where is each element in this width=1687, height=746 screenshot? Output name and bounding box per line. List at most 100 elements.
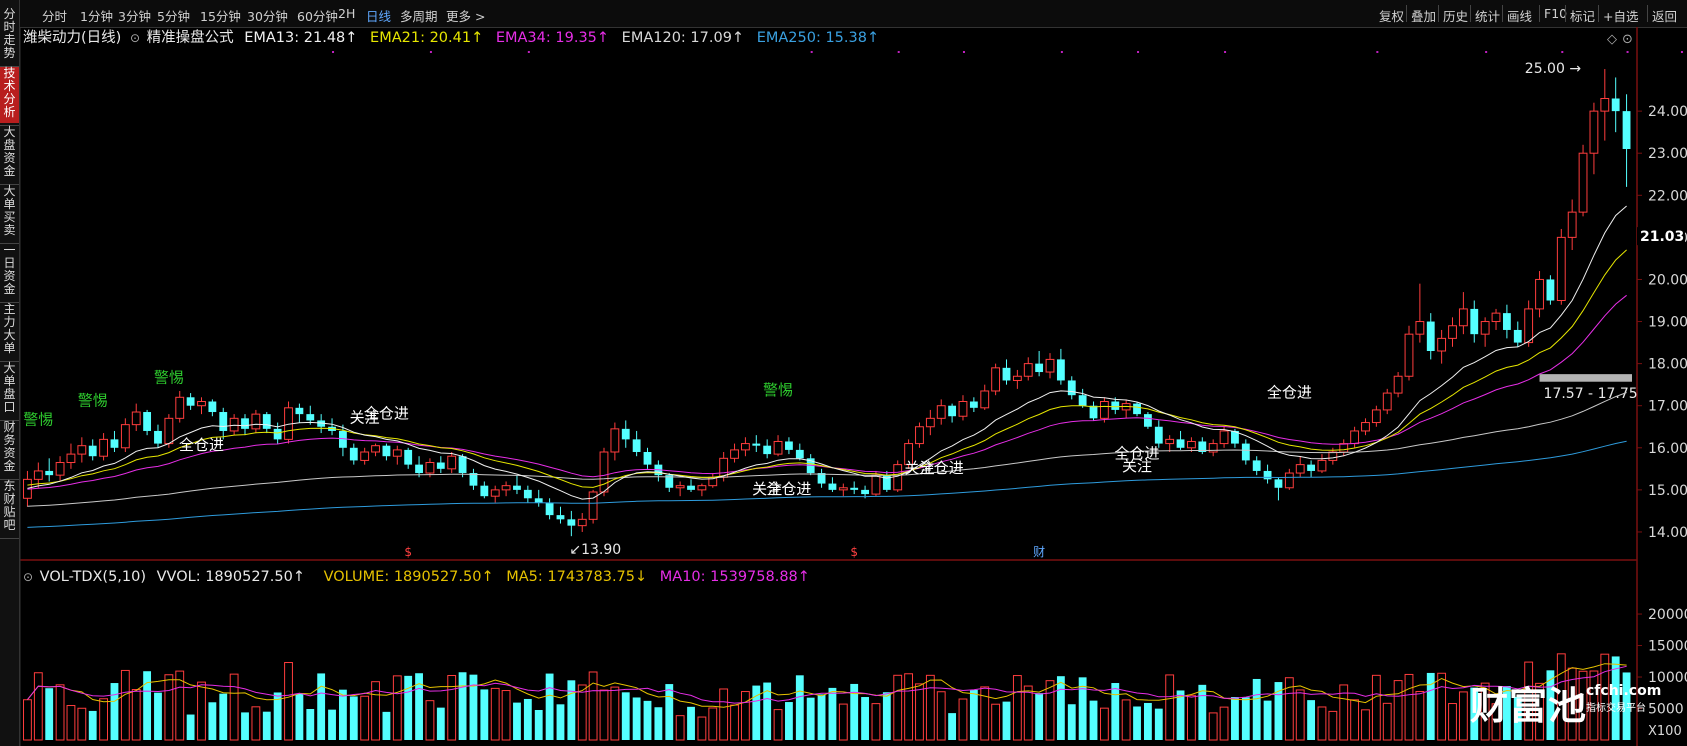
candle-body-up bbox=[1393, 375, 1403, 394]
volume-bar-down bbox=[1089, 700, 1098, 740]
toolbar-period-5[interactable]: 30分钟 bbox=[247, 9, 288, 24]
volume-bar-up bbox=[1480, 682, 1490, 741]
toolbar-period-6[interactable]: 60分钟 bbox=[297, 9, 338, 24]
candle-body-down bbox=[948, 405, 957, 417]
volume-bar-up bbox=[904, 673, 914, 741]
toolbar-action-0[interactable]: 复权 bbox=[1379, 9, 1405, 24]
volume-bar-up bbox=[66, 705, 76, 741]
candle-body-down bbox=[1067, 380, 1076, 396]
toolbar-action-3[interactable]: 统计 bbox=[1475, 9, 1501, 24]
sidebar-tab-3[interactable]: 大单买卖 bbox=[3, 184, 16, 237]
candle-body-down bbox=[1089, 405, 1098, 419]
candle-body-down bbox=[143, 412, 152, 431]
candle-body-down bbox=[1622, 111, 1631, 149]
sidebar-tab-5[interactable]: 主力大单 bbox=[3, 302, 16, 355]
toolbar-action-8[interactable]: 返回 bbox=[1652, 9, 1678, 24]
candle-body-up bbox=[33, 470, 43, 480]
candle-body-down bbox=[404, 449, 413, 465]
volume-bar-down bbox=[143, 671, 152, 740]
event-marker: $ bbox=[404, 545, 412, 559]
toolbar-period-9[interactable]: 多周期 bbox=[400, 9, 438, 24]
toolbar-divider bbox=[1539, 5, 1540, 22]
volume-bar-up bbox=[1317, 706, 1327, 741]
y-tick-label: 24.00 bbox=[1648, 104, 1687, 120]
signal-label-warn: 警惕 bbox=[154, 369, 184, 387]
volume-bar-up bbox=[925, 674, 935, 741]
toolbar-action-5[interactable]: F10 bbox=[1544, 6, 1568, 21]
volume-bar-down bbox=[480, 689, 489, 740]
toolbar-period-8[interactable]: 日线 bbox=[366, 9, 392, 24]
volume-bar-up bbox=[1382, 702, 1392, 741]
candle-body-down bbox=[1154, 426, 1163, 444]
vol-indicator-name[interactable]: VOL-TDX(5,10) bbox=[39, 569, 147, 585]
line-ema120 bbox=[27, 392, 1627, 507]
ema13-value: EMA13: 21.48↑ bbox=[244, 30, 358, 46]
volume-bar-up bbox=[1491, 703, 1501, 741]
volume-gear-icon[interactable]: ⊙ bbox=[23, 570, 34, 584]
volume-bar-up bbox=[1350, 699, 1360, 741]
sidebar-tab-0[interactable]: 分时走势 bbox=[3, 7, 16, 60]
candle-body-down bbox=[110, 439, 119, 448]
candle-body-up bbox=[1491, 312, 1501, 323]
toolbar-action-4[interactable]: 画线 bbox=[1507, 9, 1533, 24]
candle-body-down bbox=[534, 498, 543, 503]
volume-bar-down bbox=[1622, 672, 1631, 740]
candle-body-up bbox=[925, 417, 935, 428]
sidebar-tab-6[interactable]: 大单盘口 bbox=[3, 361, 16, 414]
ema34-value: EMA34: 19.35↑ bbox=[495, 30, 610, 46]
volume-bar-up bbox=[1121, 699, 1131, 741]
formula-name[interactable]: 精准操盘公式 bbox=[146, 30, 234, 46]
volume-bar-up bbox=[1524, 661, 1534, 741]
volume-bar-down bbox=[1513, 696, 1522, 740]
candle-body-down bbox=[1056, 359, 1065, 381]
sidebar-divider bbox=[0, 243, 19, 244]
formula-gear-icon[interactable]: ⊙ bbox=[129, 31, 140, 45]
signal-dot bbox=[1224, 51, 1227, 53]
candle-body-down bbox=[643, 452, 652, 465]
candle-body-down bbox=[969, 401, 978, 408]
sidebar-divider bbox=[0, 538, 19, 539]
candle-body-up bbox=[1187, 440, 1196, 449]
sidebar-tab-7[interactable]: 财务资金 bbox=[3, 420, 16, 473]
volume-bar-down bbox=[317, 673, 326, 740]
toolbar-action-2[interactable]: 历史 bbox=[1443, 9, 1469, 24]
volume-bar-up bbox=[599, 689, 609, 741]
toolbar-period-0[interactable]: 分时 bbox=[42, 9, 68, 24]
sidebar-tab-8[interactable]: 东财贴吧 bbox=[3, 479, 16, 532]
volume-bar-up bbox=[1339, 684, 1349, 741]
toolbar-period-10[interactable]: 更多 > bbox=[446, 9, 486, 24]
signal-label-buy: 关注 bbox=[350, 409, 380, 427]
toolbar-divider bbox=[1598, 5, 1599, 22]
toolbar-period-1[interactable]: 1分钟 bbox=[80, 9, 113, 24]
toolbar-period-4[interactable]: 15分钟 bbox=[200, 9, 241, 24]
volume-bar-up bbox=[1099, 707, 1109, 741]
candle-body-up bbox=[1350, 430, 1360, 445]
sidebar-tab-4[interactable]: 一日资金 bbox=[3, 243, 16, 296]
toolbar-period-2[interactable]: 3分钟 bbox=[118, 9, 151, 24]
candle-body-down bbox=[795, 449, 804, 459]
volume-bar-down bbox=[1502, 686, 1511, 740]
diamond-icon: ◇ bbox=[1607, 32, 1617, 47]
y-tick-label: 17.00 bbox=[1648, 399, 1687, 415]
candle-body-down bbox=[480, 485, 489, 497]
candle-body-up bbox=[1524, 308, 1534, 344]
stock-title[interactable]: 潍柴动力(日线) bbox=[23, 30, 122, 46]
candle-body-down bbox=[208, 401, 217, 413]
candle-body-down bbox=[882, 475, 891, 490]
watermark-slogan: 指标交易平台 bbox=[1586, 703, 1646, 714]
toolbar-action-1[interactable]: 叠加 bbox=[1411, 9, 1437, 24]
sidebar-tab-2[interactable]: 大盘资金 bbox=[3, 125, 16, 178]
ema120-value: EMA120: 17.09↑ bbox=[621, 30, 745, 46]
volume-bar-up bbox=[447, 675, 457, 741]
volume-bar-down bbox=[763, 682, 772, 740]
volume-bar-up bbox=[730, 704, 739, 741]
vol-tick-label: 20000 bbox=[1648, 607, 1687, 623]
toolbar-action-6[interactable]: 标记 bbox=[1570, 9, 1596, 24]
toolbar-period-3[interactable]: 5分钟 bbox=[157, 9, 190, 24]
signal-dot bbox=[1060, 51, 1063, 53]
sidebar-divider bbox=[0, 184, 19, 185]
toolbar-period-7[interactable]: 2H bbox=[338, 6, 356, 21]
sidebar-tab-1[interactable]: 技术分析 bbox=[0, 67, 19, 123]
toolbar-action-7[interactable]: +自选 bbox=[1603, 9, 1639, 24]
